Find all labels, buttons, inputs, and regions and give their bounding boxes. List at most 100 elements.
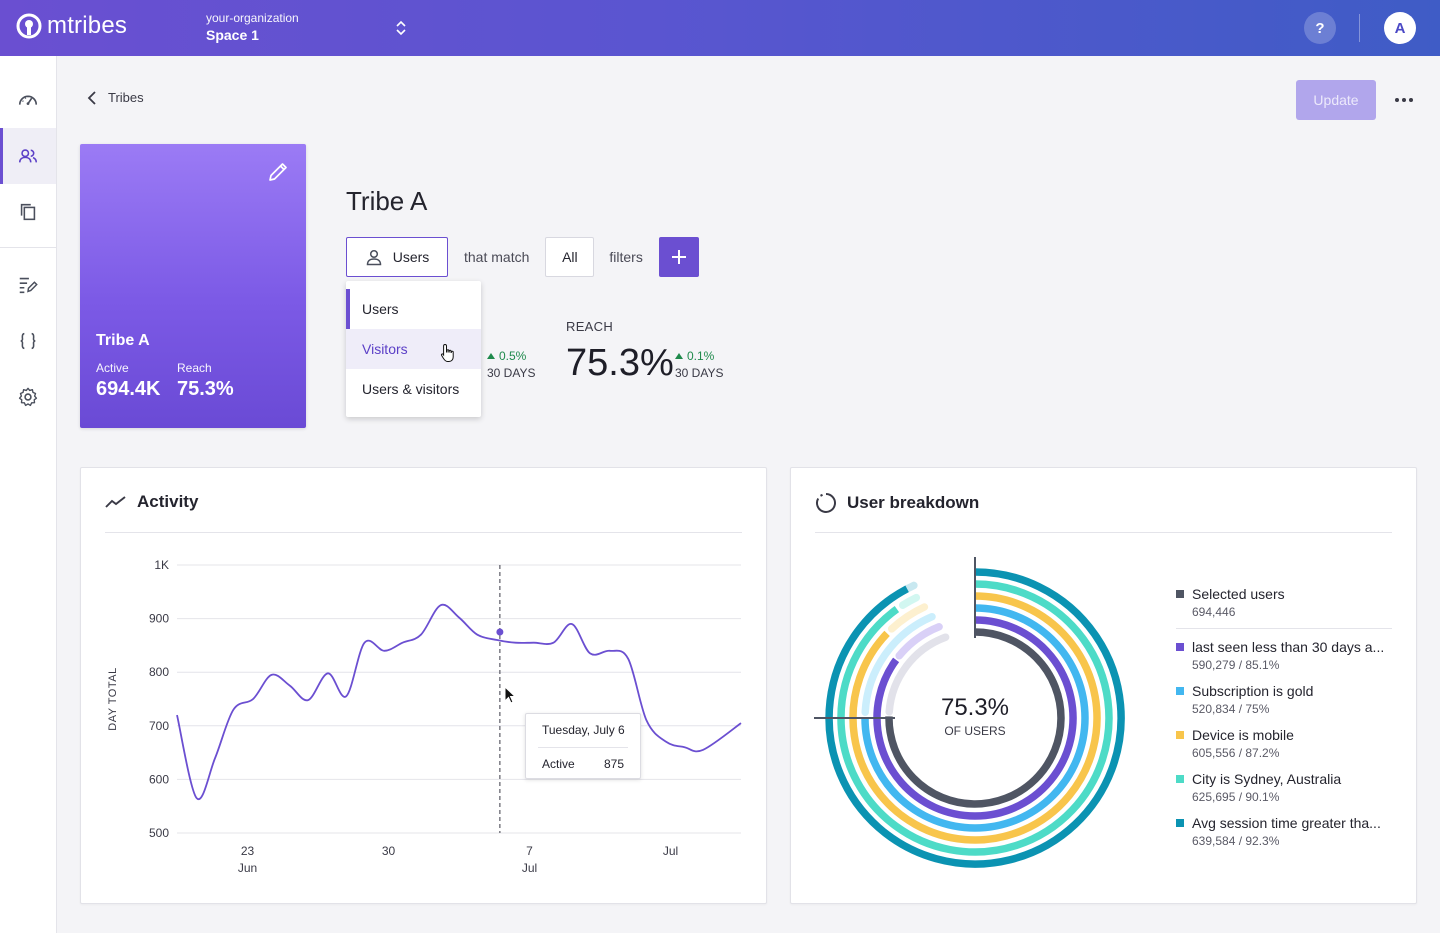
- tribe-card-active-value: 694.4K: [96, 378, 161, 400]
- tooltip-divider: [538, 747, 628, 748]
- reach-label: REACH: [566, 319, 614, 334]
- audience-select-label: Users: [392, 249, 430, 265]
- legend-swatch: [1176, 819, 1184, 827]
- breakdown-center-label: OF USERS: [944, 724, 1006, 738]
- sidebar-item-code[interactable]: [0, 313, 56, 369]
- user-avatar[interactable]: A: [1384, 12, 1416, 44]
- filter-row: Users that match All filters: [346, 237, 699, 277]
- top-bar: mtribes your-organization Space 1 ? A: [0, 0, 1440, 56]
- hand-cursor-icon: [440, 343, 454, 362]
- chevron-up-down-icon[interactable]: [392, 19, 410, 37]
- trend-line-icon: [105, 496, 126, 508]
- tribe-card-reach: Reach 75.3%: [177, 361, 234, 401]
- loading-circle-icon: [816, 493, 836, 513]
- sidebar-item-settings[interactable]: [0, 369, 56, 425]
- tooltip-series-name: Active: [542, 757, 575, 771]
- audience-select-button[interactable]: Users: [346, 237, 448, 277]
- tribe-card-active-label: Active: [96, 361, 129, 375]
- legend-item-subscription[interactable]: Subscription is gold 520,834 / 75%: [1176, 683, 1390, 716]
- audience-option-users-and-visitors[interactable]: Users & visitors: [362, 381, 460, 397]
- gauge-icon: [18, 95, 38, 106]
- legend-sub: 639,584 / 92.3%: [1192, 834, 1280, 848]
- legend-label: Avg session time greater tha...: [1192, 815, 1381, 831]
- sidebar-item-dashboard[interactable]: [0, 72, 56, 128]
- tribe-card-reach-value: 75.3%: [177, 378, 234, 400]
- legend-swatch: [1176, 590, 1184, 598]
- add-filter-button[interactable]: [658, 237, 699, 277]
- gear-icon: [18, 387, 38, 407]
- legend-sub: 520,834 / 75%: [1192, 702, 1270, 716]
- legend-sub: 694,446: [1192, 605, 1236, 619]
- chart-tooltip: Tuesday, July 6 Active 875: [525, 713, 641, 779]
- breakdown-center-value: 75.3%: [940, 694, 1010, 721]
- braces-icon: [20, 332, 36, 350]
- edit-list-icon: [19, 277, 38, 294]
- legend-label: Subscription is gold: [1192, 683, 1314, 699]
- legend-swatch: [1176, 731, 1184, 739]
- breakdown-center: 75.3% OF USERS: [900, 694, 1050, 738]
- copy-icon: [20, 203, 36, 221]
- legend-swatch: [1176, 643, 1184, 651]
- more-horizontal-icon: [1395, 98, 1413, 102]
- legend-divider: [1176, 628, 1392, 629]
- tooltip-date: Tuesday, July 6: [542, 723, 625, 737]
- sidebar-item-experiences[interactable]: [0, 257, 56, 313]
- arrow-cursor-icon: [504, 686, 516, 704]
- legend-item-device[interactable]: Device is mobile 605,556 / 87.2%: [1176, 727, 1390, 760]
- activity-panel: Activity: [80, 467, 767, 904]
- more-options-button[interactable]: [1390, 88, 1418, 112]
- legend-item-selected-users[interactable]: Selected users 694,446: [1176, 586, 1390, 619]
- legend-swatch: [1176, 775, 1184, 783]
- legend-label: City is Sydney, Australia: [1192, 771, 1342, 787]
- back-label: Tribes: [108, 90, 144, 105]
- legend-sub: 625,695 / 90.1%: [1192, 790, 1280, 804]
- filters-text: filters: [609, 249, 643, 265]
- top-bar-divider: [1359, 14, 1360, 42]
- app-logo[interactable]: mtribes: [16, 12, 127, 40]
- help-button[interactable]: ?: [1304, 12, 1336, 44]
- sidebar-divider: [0, 247, 56, 248]
- legend-sub: 605,556 / 87.2%: [1192, 746, 1280, 760]
- back-to-tribes-link[interactable]: Tribes: [86, 90, 144, 105]
- organization-name: your-organization: [206, 11, 299, 25]
- legend-label: last seen less than 30 days a...: [1192, 639, 1385, 655]
- legend-swatch: [1176, 687, 1184, 695]
- space-switcher[interactable]: your-organization Space 1: [206, 11, 299, 43]
- chevron-left-icon: [87, 90, 96, 105]
- tribe-card-reach-label: Reach: [177, 361, 212, 375]
- legend-item-last-seen[interactable]: last seen less than 30 days a... 590,279…: [1176, 639, 1390, 672]
- active-delta-value: 0.5%: [499, 349, 527, 363]
- users-icon: [18, 149, 38, 163]
- audience-option-visitors[interactable]: Visitors: [346, 329, 481, 369]
- legend-item-session-time[interactable]: Avg session time greater tha... 639,584 …: [1176, 815, 1390, 848]
- audience-option-users[interactable]: Users: [346, 289, 481, 329]
- space-name: Space 1: [206, 27, 259, 43]
- active-delta: 0.5%: [487, 349, 526, 363]
- sidebar-item-collections[interactable]: [0, 184, 56, 240]
- tribe-card-active: Active 694.4K: [96, 361, 161, 401]
- caret-up-icon: [675, 353, 683, 359]
- user-breakdown-header: User breakdown: [815, 492, 979, 514]
- reach-delta-value: 0.1%: [687, 349, 715, 363]
- sidebar-item-tribes[interactable]: [0, 128, 56, 184]
- active-delta-period: 30 DAYS: [487, 366, 536, 380]
- plus-icon: [671, 250, 686, 264]
- caret-up-icon: [487, 353, 495, 359]
- reach-delta-period: 30 DAYS: [675, 366, 724, 380]
- match-mode-button[interactable]: All: [545, 237, 595, 277]
- update-button[interactable]: Update: [1296, 80, 1376, 120]
- user-breakdown-header-divider: [815, 532, 1392, 533]
- user-icon: [366, 249, 381, 266]
- tribe-title: Tribe A: [346, 186, 428, 216]
- reach-value: 75.3%: [566, 342, 674, 384]
- sidebar: [0, 56, 57, 933]
- legend-sub: 590,279 / 85.1%: [1192, 658, 1280, 672]
- pencil-icon[interactable]: [266, 160, 290, 184]
- tribe-card-title: Tribe A: [96, 332, 150, 349]
- tooltip-series-value: 875: [603, 757, 624, 771]
- legend-label: Selected users: [1192, 586, 1285, 602]
- legend-label: Device is mobile: [1192, 727, 1294, 743]
- legend-item-city[interactable]: City is Sydney, Australia 625,695 / 90.1…: [1176, 771, 1390, 804]
- activity-header-divider: [105, 532, 742, 533]
- mtribes-logo-icon: [16, 13, 42, 39]
